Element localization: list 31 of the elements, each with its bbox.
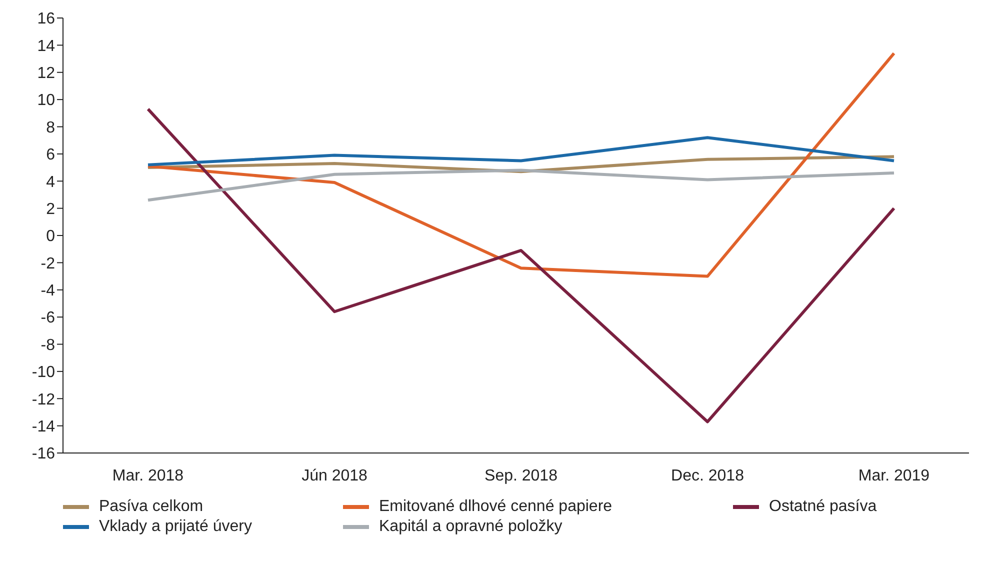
- legend-label: Vklady a prijaté úvery: [99, 518, 252, 536]
- y-tick-label: 6: [46, 146, 56, 164]
- y-tick-label: -16: [32, 446, 56, 463]
- y-tick-label: -2: [40, 255, 56, 272]
- x-tick-label: Jún 2018: [302, 467, 368, 484]
- x-tick-label: Mar. 2019: [858, 467, 930, 484]
- line-series: [146, 108, 896, 424]
- x-tick-label: Sep. 2018: [484, 467, 558, 484]
- y-tick-label: 0: [46, 228, 56, 246]
- y-tick-label: 14: [37, 38, 56, 55]
- y-tick-label: 4: [46, 174, 56, 191]
- y-tick-label: 10: [37, 92, 56, 110]
- x-tick-label: Dec. 2018: [671, 467, 744, 484]
- y-tick-label: 2: [46, 200, 56, 218]
- legend-label: Kapitál a opravné položky: [379, 518, 562, 536]
- y-tick-label: -8: [40, 336, 56, 354]
- y-tick-label: -6: [40, 310, 56, 327]
- y-tick-label: -12: [32, 391, 56, 408]
- line-series: [146, 136, 896, 166]
- y-tick-label: -4: [40, 282, 56, 300]
- y-tick-label: 8: [46, 119, 56, 136]
- y-tick-label: 16: [37, 10, 56, 28]
- line-series: [146, 168, 896, 202]
- y-tick-label: 12: [37, 65, 56, 82]
- legend-label: Ostatné pasíva: [769, 498, 877, 516]
- legend-label: Emitované dlhové cenné papiere: [379, 498, 612, 516]
- line-series: [146, 52, 896, 278]
- y-tick-label: -14: [32, 418, 56, 436]
- x-tick-label: Mar. 2018: [112, 467, 184, 484]
- y-tick-label: -10: [32, 364, 56, 382]
- legend-label: Pasíva celkom: [99, 498, 204, 516]
